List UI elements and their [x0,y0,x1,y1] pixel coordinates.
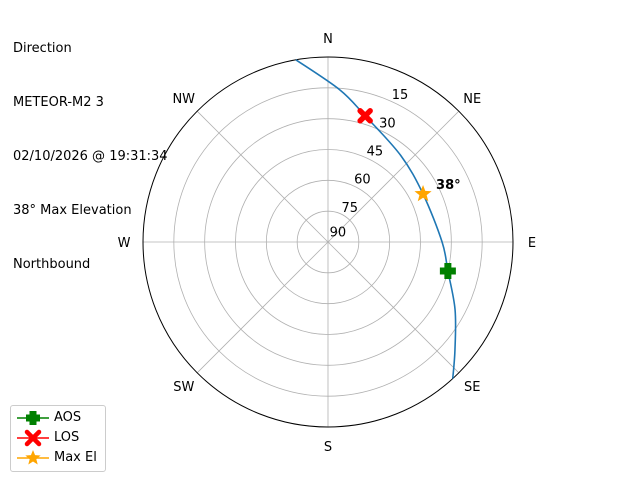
legend: AOS LOS Max El [10,405,106,472]
legend-los-icon [17,429,49,447]
title-line: 38° Max Elevation [13,203,132,218]
direction-label: W [118,236,131,251]
los-marker [357,108,373,124]
direction-label: NW [172,92,195,107]
grid-spoke [327,110,460,243]
direction-label: SE [464,380,480,395]
radial-tick-label: 30 [379,116,396,131]
legend-entry-los: LOS [11,428,105,448]
legend-star-icon [17,450,49,465]
aos-marker [439,263,456,280]
direction-label: S [324,440,332,455]
legend-entry-aos: AOS [11,408,105,428]
max-el-marker [414,184,432,202]
title-line: Northbound [13,257,91,272]
chart-title: Direction METEOR-M2 3 02/10/2026 @ 19:31… [13,4,168,292]
radial-tick-label: 75 [342,201,359,216]
legend-entry-max-el: Max El [11,448,105,468]
legend-label: Max El [54,450,97,465]
grid-spoke [196,241,329,374]
grid-spoke [196,110,329,243]
legend-aos-icon [17,411,49,425]
legend-label: LOS [54,430,80,445]
legend-label: AOS [54,410,82,425]
title-line: 02/10/2026 @ 19:31:34 [13,149,168,164]
polar-frame [142,56,514,428]
max-elevation-annotation: 38° [436,178,461,193]
radial-tick-label: 45 [367,144,384,159]
radial-tick-label: 60 [354,173,371,188]
title-line: METEOR-M2 3 [13,95,104,110]
radial-tick-label: 90 [330,225,347,240]
title-line: Direction [13,41,72,56]
direction-label: NE [463,92,481,107]
direction-label: SW [173,380,194,395]
direction-label: N [323,32,333,47]
grid-spoke [327,241,460,374]
direction-label: E [528,236,536,251]
pass-track-line [295,59,457,379]
radial-tick-label: 15 [392,88,409,103]
